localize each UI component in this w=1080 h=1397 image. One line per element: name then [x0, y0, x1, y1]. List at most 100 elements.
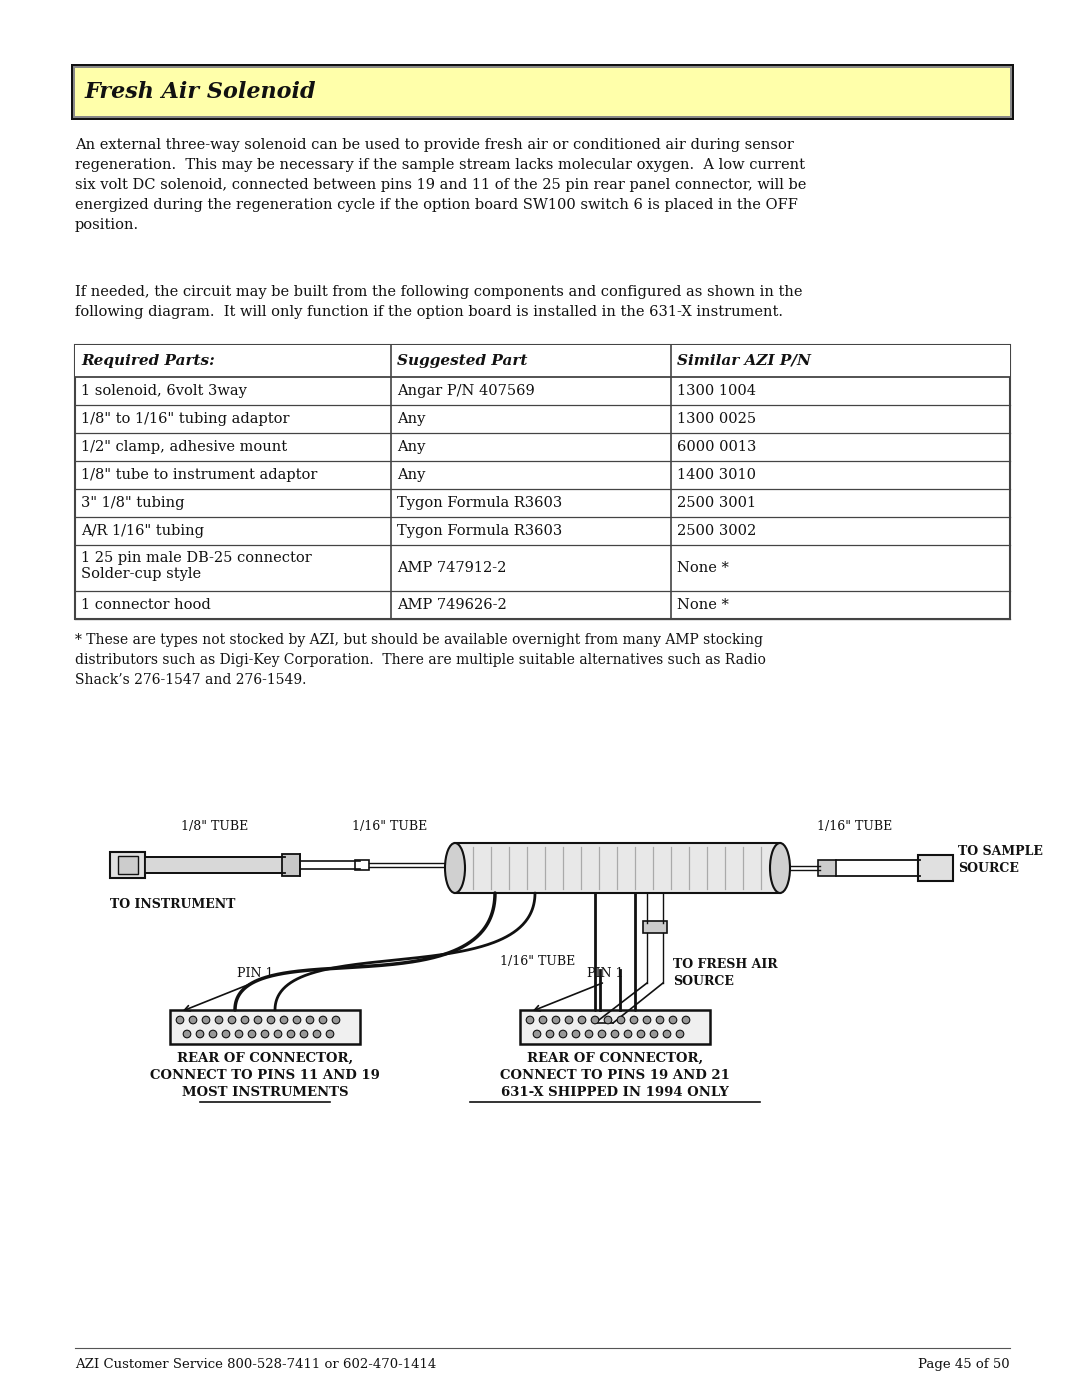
Text: 2500 3001: 2500 3001 — [677, 496, 756, 510]
Circle shape — [333, 1016, 340, 1024]
Circle shape — [189, 1016, 197, 1024]
Text: 1/8" to 1/16" tubing adaptor: 1/8" to 1/16" tubing adaptor — [81, 412, 289, 426]
Circle shape — [637, 1030, 645, 1038]
Circle shape — [176, 1016, 184, 1024]
Text: None *: None * — [677, 562, 729, 576]
Text: CONNECT TO PINS 11 AND 19: CONNECT TO PINS 11 AND 19 — [150, 1069, 380, 1083]
Text: 1/2" clamp, adhesive mount: 1/2" clamp, adhesive mount — [81, 440, 287, 454]
Circle shape — [670, 1016, 677, 1024]
Ellipse shape — [770, 842, 789, 893]
Text: 1/8" TUBE: 1/8" TUBE — [181, 820, 248, 833]
Text: Tygon Formula R3603: Tygon Formula R3603 — [397, 496, 563, 510]
Bar — [71, 64, 1014, 120]
Text: Tygon Formula R3603: Tygon Formula R3603 — [397, 524, 563, 538]
Ellipse shape — [445, 842, 465, 893]
Text: Solder-cup style: Solder-cup style — [81, 567, 201, 581]
Bar — [75, 68, 1010, 116]
Text: 1300 0025: 1300 0025 — [677, 412, 756, 426]
Circle shape — [228, 1016, 235, 1024]
Circle shape — [572, 1030, 580, 1038]
Circle shape — [552, 1016, 559, 1024]
Circle shape — [617, 1016, 625, 1024]
Circle shape — [300, 1030, 308, 1038]
Text: 3" 1/8" tubing: 3" 1/8" tubing — [81, 496, 185, 510]
Bar — [918, 855, 953, 882]
Text: Angar P/N 407569: Angar P/N 407569 — [397, 384, 535, 398]
Bar — [73, 66, 1012, 117]
Bar — [145, 856, 285, 873]
Circle shape — [307, 1016, 314, 1024]
Circle shape — [598, 1030, 606, 1038]
Text: Similar AZI P/N: Similar AZI P/N — [677, 353, 811, 367]
Text: TO SAMPLE
SOURCE: TO SAMPLE SOURCE — [958, 845, 1043, 875]
Text: Any: Any — [397, 412, 426, 426]
Circle shape — [534, 1030, 541, 1038]
Circle shape — [320, 1016, 327, 1024]
Text: * These are types not stocked by AZI, but should be available overnight from man: * These are types not stocked by AZI, bu… — [75, 633, 766, 687]
Bar — [455, 842, 780, 893]
Bar — [75, 345, 1010, 377]
Text: REAR OF CONNECTOR,: REAR OF CONNECTOR, — [177, 1052, 353, 1065]
Bar — [519, 1010, 710, 1044]
Text: 2500 3002: 2500 3002 — [677, 524, 756, 538]
Circle shape — [241, 1016, 248, 1024]
Circle shape — [546, 1030, 554, 1038]
Text: MOST INSTRUMENTS: MOST INSTRUMENTS — [181, 1085, 348, 1099]
Text: TO FRESH AIR
SOURCE: TO FRESH AIR SOURCE — [673, 958, 778, 988]
Circle shape — [526, 1016, 534, 1024]
Text: Required Parts:: Required Parts: — [81, 353, 215, 367]
Circle shape — [565, 1016, 572, 1024]
Text: Any: Any — [397, 440, 426, 454]
Text: 1 25 pin male DB-25 connector: 1 25 pin male DB-25 connector — [81, 550, 312, 564]
Circle shape — [631, 1016, 638, 1024]
Text: 1/8" tube to instrument adaptor: 1/8" tube to instrument adaptor — [81, 468, 318, 482]
Circle shape — [624, 1030, 632, 1038]
Bar — [118, 856, 138, 875]
Text: TO INSTRUMENT: TO INSTRUMENT — [110, 898, 235, 911]
Circle shape — [650, 1030, 658, 1038]
Circle shape — [202, 1016, 210, 1024]
Bar — [818, 861, 836, 876]
Circle shape — [215, 1016, 222, 1024]
Text: 1/16" TUBE: 1/16" TUBE — [500, 954, 575, 968]
Text: 1/16" TUBE: 1/16" TUBE — [818, 820, 893, 833]
Bar — [355, 861, 369, 870]
Circle shape — [604, 1016, 611, 1024]
Text: 1300 1004: 1300 1004 — [677, 384, 756, 398]
Circle shape — [559, 1030, 567, 1038]
Circle shape — [267, 1016, 274, 1024]
Text: An external three-way solenoid can be used to provide fresh air or conditioned a: An external three-way solenoid can be us… — [75, 138, 807, 232]
Circle shape — [663, 1030, 671, 1038]
Circle shape — [657, 1016, 664, 1024]
Text: 1 solenoid, 6volt 3way: 1 solenoid, 6volt 3way — [81, 384, 247, 398]
Circle shape — [611, 1030, 619, 1038]
Text: 631-X SHIPPED IN 1994 ONLY: 631-X SHIPPED IN 1994 ONLY — [501, 1085, 729, 1099]
Text: AMP 749626-2: AMP 749626-2 — [397, 598, 507, 612]
Bar — [170, 1010, 360, 1044]
Text: AZI Customer Service 800-528-7411 or 602-470-1414: AZI Customer Service 800-528-7411 or 602… — [75, 1358, 436, 1370]
Circle shape — [210, 1030, 217, 1038]
Circle shape — [197, 1030, 204, 1038]
Circle shape — [280, 1016, 287, 1024]
Circle shape — [254, 1016, 261, 1024]
Circle shape — [222, 1030, 230, 1038]
Text: A/R 1/16" tubing: A/R 1/16" tubing — [81, 524, 204, 538]
Text: 1400 3010: 1400 3010 — [677, 468, 756, 482]
Circle shape — [644, 1016, 651, 1024]
Circle shape — [326, 1030, 334, 1038]
Text: Suggested Part: Suggested Part — [397, 353, 527, 367]
Text: REAR OF CONNECTOR,: REAR OF CONNECTOR, — [527, 1052, 703, 1065]
Text: AMP 747912-2: AMP 747912-2 — [397, 562, 507, 576]
Text: PIN 1: PIN 1 — [586, 967, 623, 981]
Circle shape — [591, 1016, 598, 1024]
Text: If needed, the circuit may be built from the following components and configured: If needed, the circuit may be built from… — [75, 285, 802, 319]
Bar — [282, 854, 300, 876]
Circle shape — [578, 1016, 585, 1024]
Circle shape — [274, 1030, 282, 1038]
Circle shape — [676, 1030, 684, 1038]
Circle shape — [248, 1030, 256, 1038]
Text: 1/16" TUBE: 1/16" TUBE — [352, 820, 428, 833]
Circle shape — [184, 1030, 191, 1038]
Circle shape — [539, 1016, 546, 1024]
Circle shape — [585, 1030, 593, 1038]
